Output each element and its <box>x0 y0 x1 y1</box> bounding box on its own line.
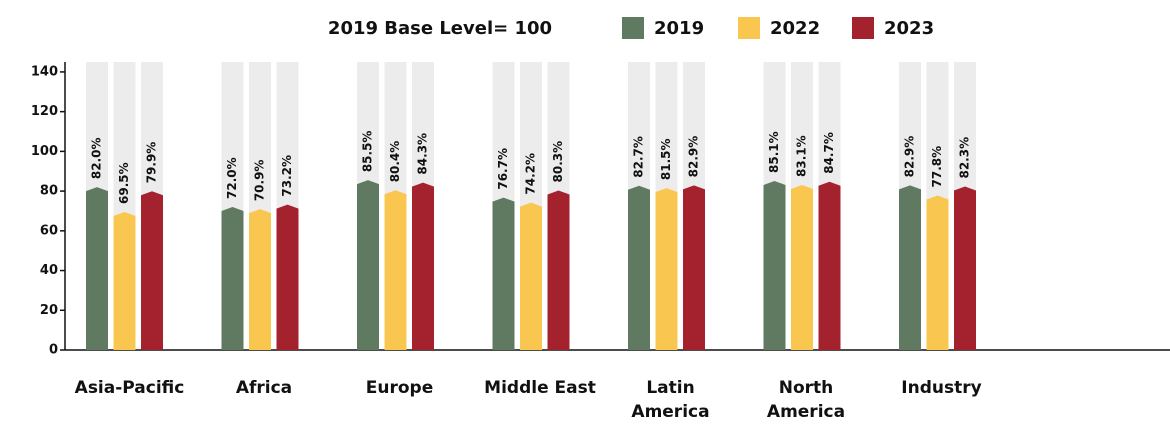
value-label: 74.2% <box>524 153 538 195</box>
x-tick-label: North America <box>766 378 846 422</box>
value-label: 81.5% <box>659 138 673 180</box>
legend-label: 2019 <box>654 18 704 39</box>
x-tick-label: Latin America <box>631 378 710 422</box>
bar <box>141 191 163 350</box>
value-label: 83.1% <box>795 135 809 177</box>
value-label: 84.3% <box>416 133 430 175</box>
value-label: 82.0% <box>90 137 104 179</box>
y-tick-label: 120 <box>31 104 58 119</box>
bar <box>86 187 108 350</box>
bar <box>763 180 786 350</box>
legend-swatch <box>738 17 760 39</box>
x-tick-label: Middle East <box>484 378 596 398</box>
value-label: 82.3% <box>958 137 972 179</box>
x-tick-label: Africa <box>235 378 293 398</box>
legend-label: 2022 <box>770 18 820 39</box>
value-label: 85.1% <box>767 131 781 173</box>
value-label: 73.2% <box>280 155 294 197</box>
bar <box>899 185 921 350</box>
bar <box>791 184 813 350</box>
chart-title: 2019 Base Level= 100 <box>328 18 552 39</box>
bar <box>655 188 678 350</box>
value-label: 69.5% <box>117 162 131 204</box>
bar <box>683 185 705 350</box>
value-label: 85.5% <box>361 131 375 173</box>
value-label: 80.4% <box>388 141 402 183</box>
value-label: 82.7% <box>632 136 646 178</box>
legend-swatch <box>852 17 874 39</box>
bar <box>113 211 136 350</box>
legend-swatch <box>622 17 644 39</box>
bar <box>818 181 841 350</box>
bar <box>520 202 542 350</box>
value-label: 77.8% <box>930 146 944 188</box>
value-label: 76.7% <box>496 148 510 190</box>
value-label: 70.9% <box>253 160 267 202</box>
legend-label: 2023 <box>884 18 934 39</box>
x-tick-label: Asia-Pacific <box>74 378 185 398</box>
value-label: 80.3% <box>551 141 565 183</box>
y-tick-label: 20 <box>40 303 58 318</box>
bar <box>276 204 299 350</box>
bar <box>412 182 434 350</box>
y-tick-label: 60 <box>40 223 58 238</box>
bar <box>926 195 949 350</box>
y-tick-label: 100 <box>31 144 58 159</box>
y-tick-label: 0 <box>49 343 58 358</box>
bar <box>221 206 244 350</box>
y-tick-label: 40 <box>40 263 58 278</box>
value-label: 79.9% <box>145 142 159 184</box>
bar <box>357 180 379 350</box>
bar <box>249 209 271 350</box>
x-tick-label: Europe <box>365 378 434 398</box>
bar <box>547 190 570 350</box>
value-label: 82.9% <box>903 136 917 178</box>
value-label: 84.7% <box>822 132 836 174</box>
value-label: 72.0% <box>225 157 239 199</box>
bar <box>628 185 650 350</box>
x-tick-label: Industry <box>901 378 982 398</box>
y-tick-label: 140 <box>31 64 58 79</box>
value-label: 82.9% <box>687 136 701 178</box>
bar <box>492 197 515 350</box>
bar <box>384 190 407 350</box>
y-tick-label: 80 <box>40 184 58 199</box>
bar <box>954 186 976 350</box>
